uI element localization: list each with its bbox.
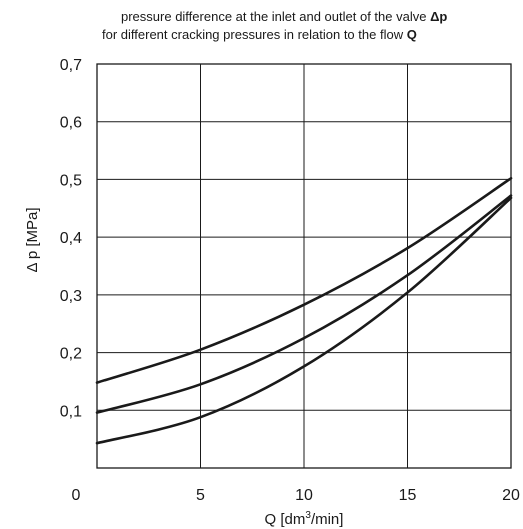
chart-title-line-2: for different cracking pressures in rela…: [102, 27, 417, 42]
series-line-2: [95, 194, 513, 414]
y-tick-label: 0,1: [60, 403, 82, 420]
x-tick-label: 5: [196, 487, 205, 504]
y-tick-label: 0,4: [60, 230, 82, 247]
x-axis-label-main: Q [dm: [265, 511, 306, 528]
x-axis-label: Q [dm3/min]: [265, 510, 344, 528]
chart-title-line-2-text: for different cracking pressures in rela…: [102, 27, 407, 42]
chart-title-line-1: pressure difference at the inlet and out…: [121, 9, 447, 24]
series-line-3: [95, 196, 513, 445]
grid: [97, 64, 511, 468]
chart-title-line-2-bold: Q: [407, 27, 417, 42]
y-tick-label: 0,7: [60, 57, 82, 74]
series-line-1: [95, 176, 513, 384]
y-tick-label: 0,5: [60, 172, 82, 189]
x-tick-label: 20: [502, 487, 520, 504]
plot-frame: [96, 63, 512, 469]
y-tick-label: 0,2: [60, 346, 82, 363]
y-tick-label: 0,6: [60, 115, 82, 132]
y-axis-label: Δ p [MPa]: [24, 207, 41, 272]
y-tick-label: 0,3: [60, 288, 82, 305]
series-group: [95, 176, 513, 445]
chart-title-line-1-text: pressure difference at the inlet and out…: [121, 9, 430, 24]
x-tick-label: 0: [72, 487, 81, 504]
x-tick-label: 15: [399, 487, 417, 504]
chart-title-line-1-bold: Δp: [430, 9, 447, 24]
x-tick-label: 10: [295, 487, 313, 504]
x-axis-label-superscript: 3: [305, 510, 311, 521]
tick-labels: 0,1 0,2 0,3 0,4 0,5 0,6 0,7 0 5 10 15 20: [60, 57, 520, 504]
x-axis-label-unit: /min]: [311, 511, 344, 528]
